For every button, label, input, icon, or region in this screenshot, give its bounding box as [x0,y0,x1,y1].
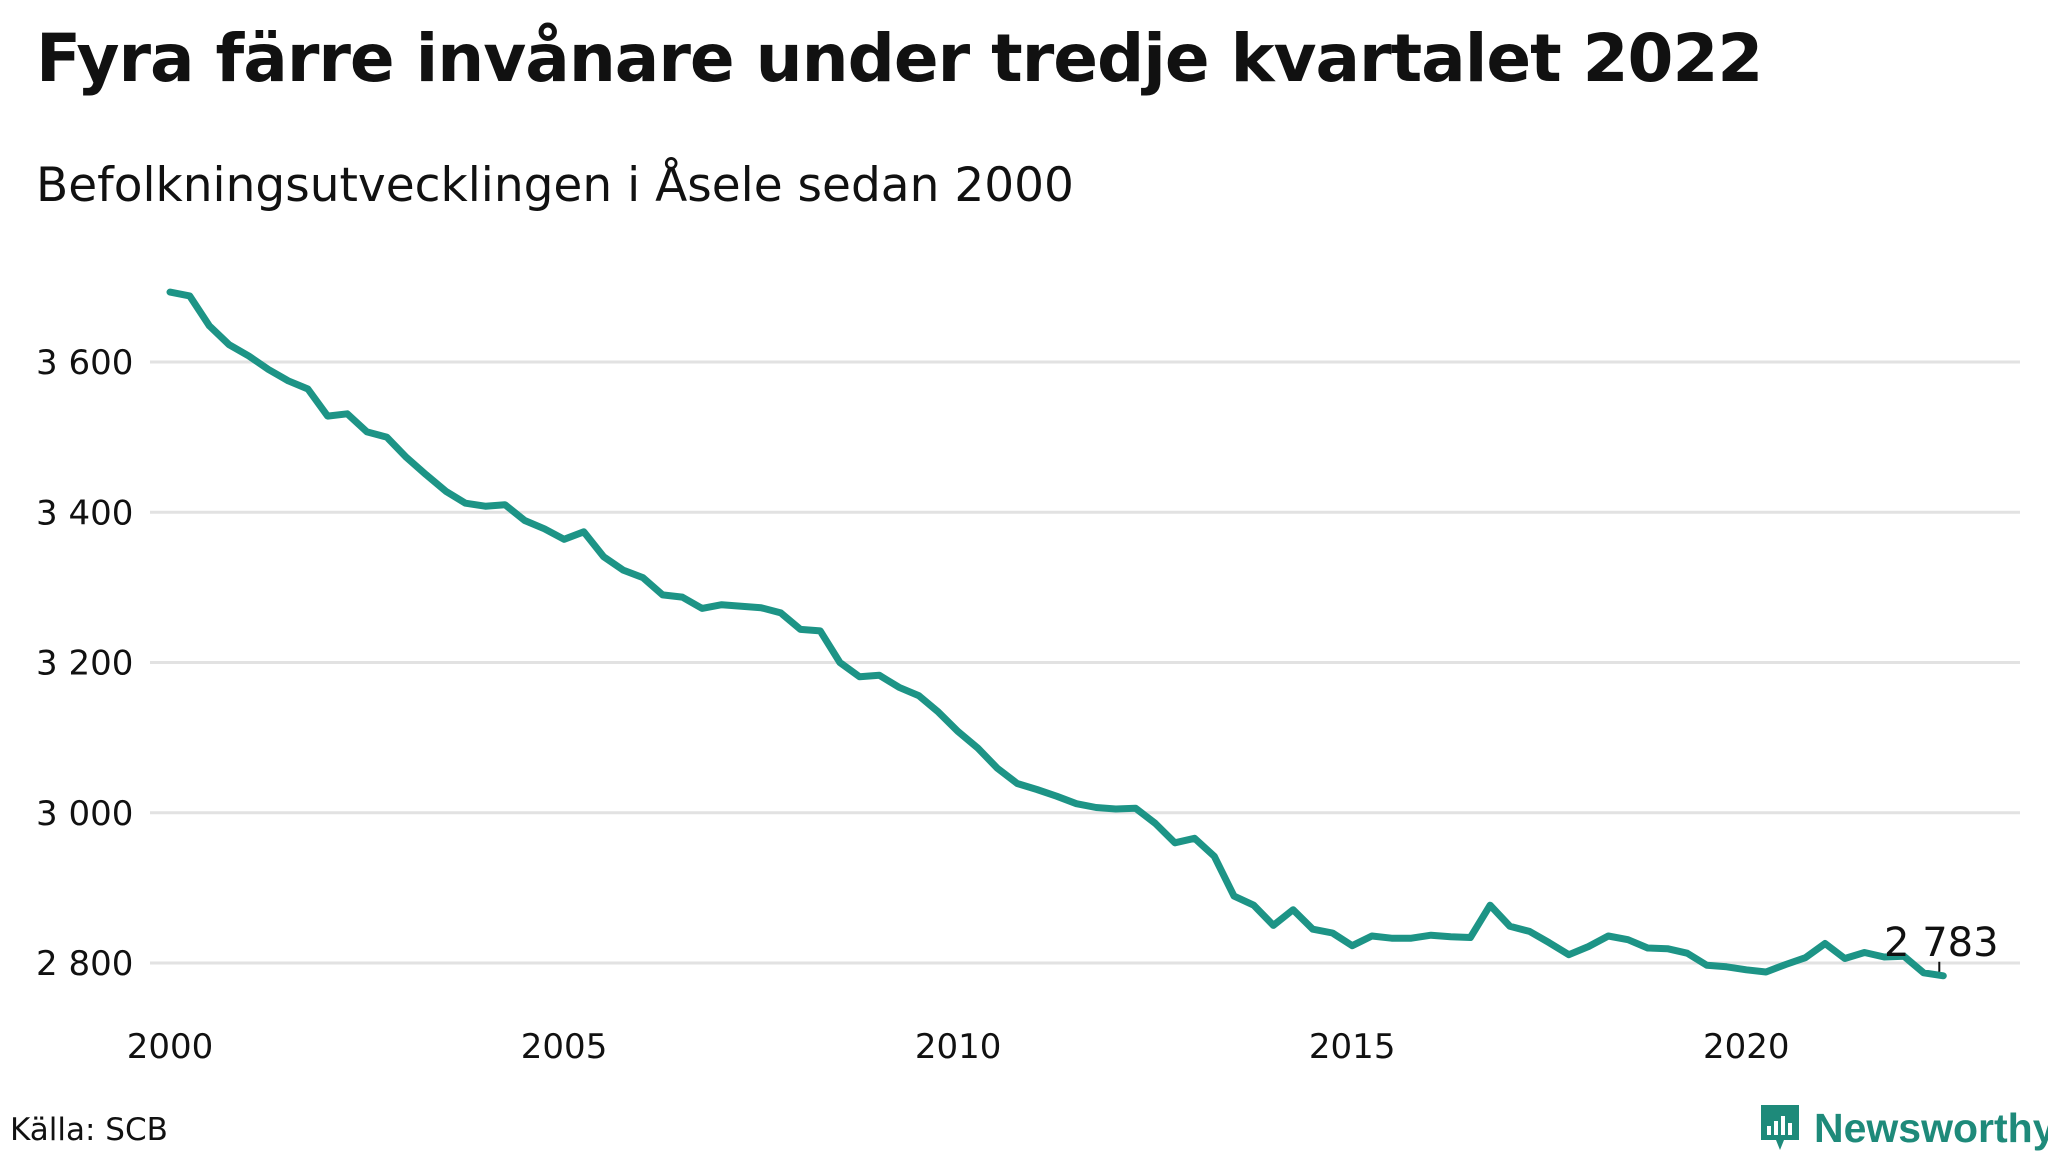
newsworthy-logo-icon [1761,1105,1799,1150]
source-label: Källa: SCB [10,1112,168,1148]
y-axis-labels: 2 800 3 000 3 200 3 400 3 600 [36,343,133,984]
grid-lines [150,360,2020,965]
y-tick-label: 3 000 [36,794,133,834]
x-tick-label: 2010 [915,1027,1002,1067]
last-value-label: 2 783 [1884,920,1999,966]
x-tick-label: 2005 [521,1027,608,1067]
y-tick-label: 3 600 [36,343,133,383]
chart-title: Fyra färre invånare under tredje kvartal… [36,20,1763,97]
y-tick-label: 3 400 [36,493,133,533]
annotation-group: 2 783 [1884,920,1999,972]
brand-name: Newsworthy [1814,1104,2048,1151]
x-axis-labels: 2000 2005 2010 2015 2020 [127,1027,1790,1067]
y-tick-label: 2 800 [36,944,133,984]
chart-subtitle: Befolkningsutvecklingen i Åsele sedan 20… [36,158,1074,213]
x-tick-label: 2000 [127,1027,214,1067]
series-line [166,288,1947,980]
series-group [166,288,1947,980]
x-tick-label: 2015 [1309,1027,1396,1067]
brand: Newsworthy [1758,1102,2048,1154]
y-tick-label: 3 200 [36,644,133,684]
x-tick-label: 2020 [1703,1027,1790,1067]
